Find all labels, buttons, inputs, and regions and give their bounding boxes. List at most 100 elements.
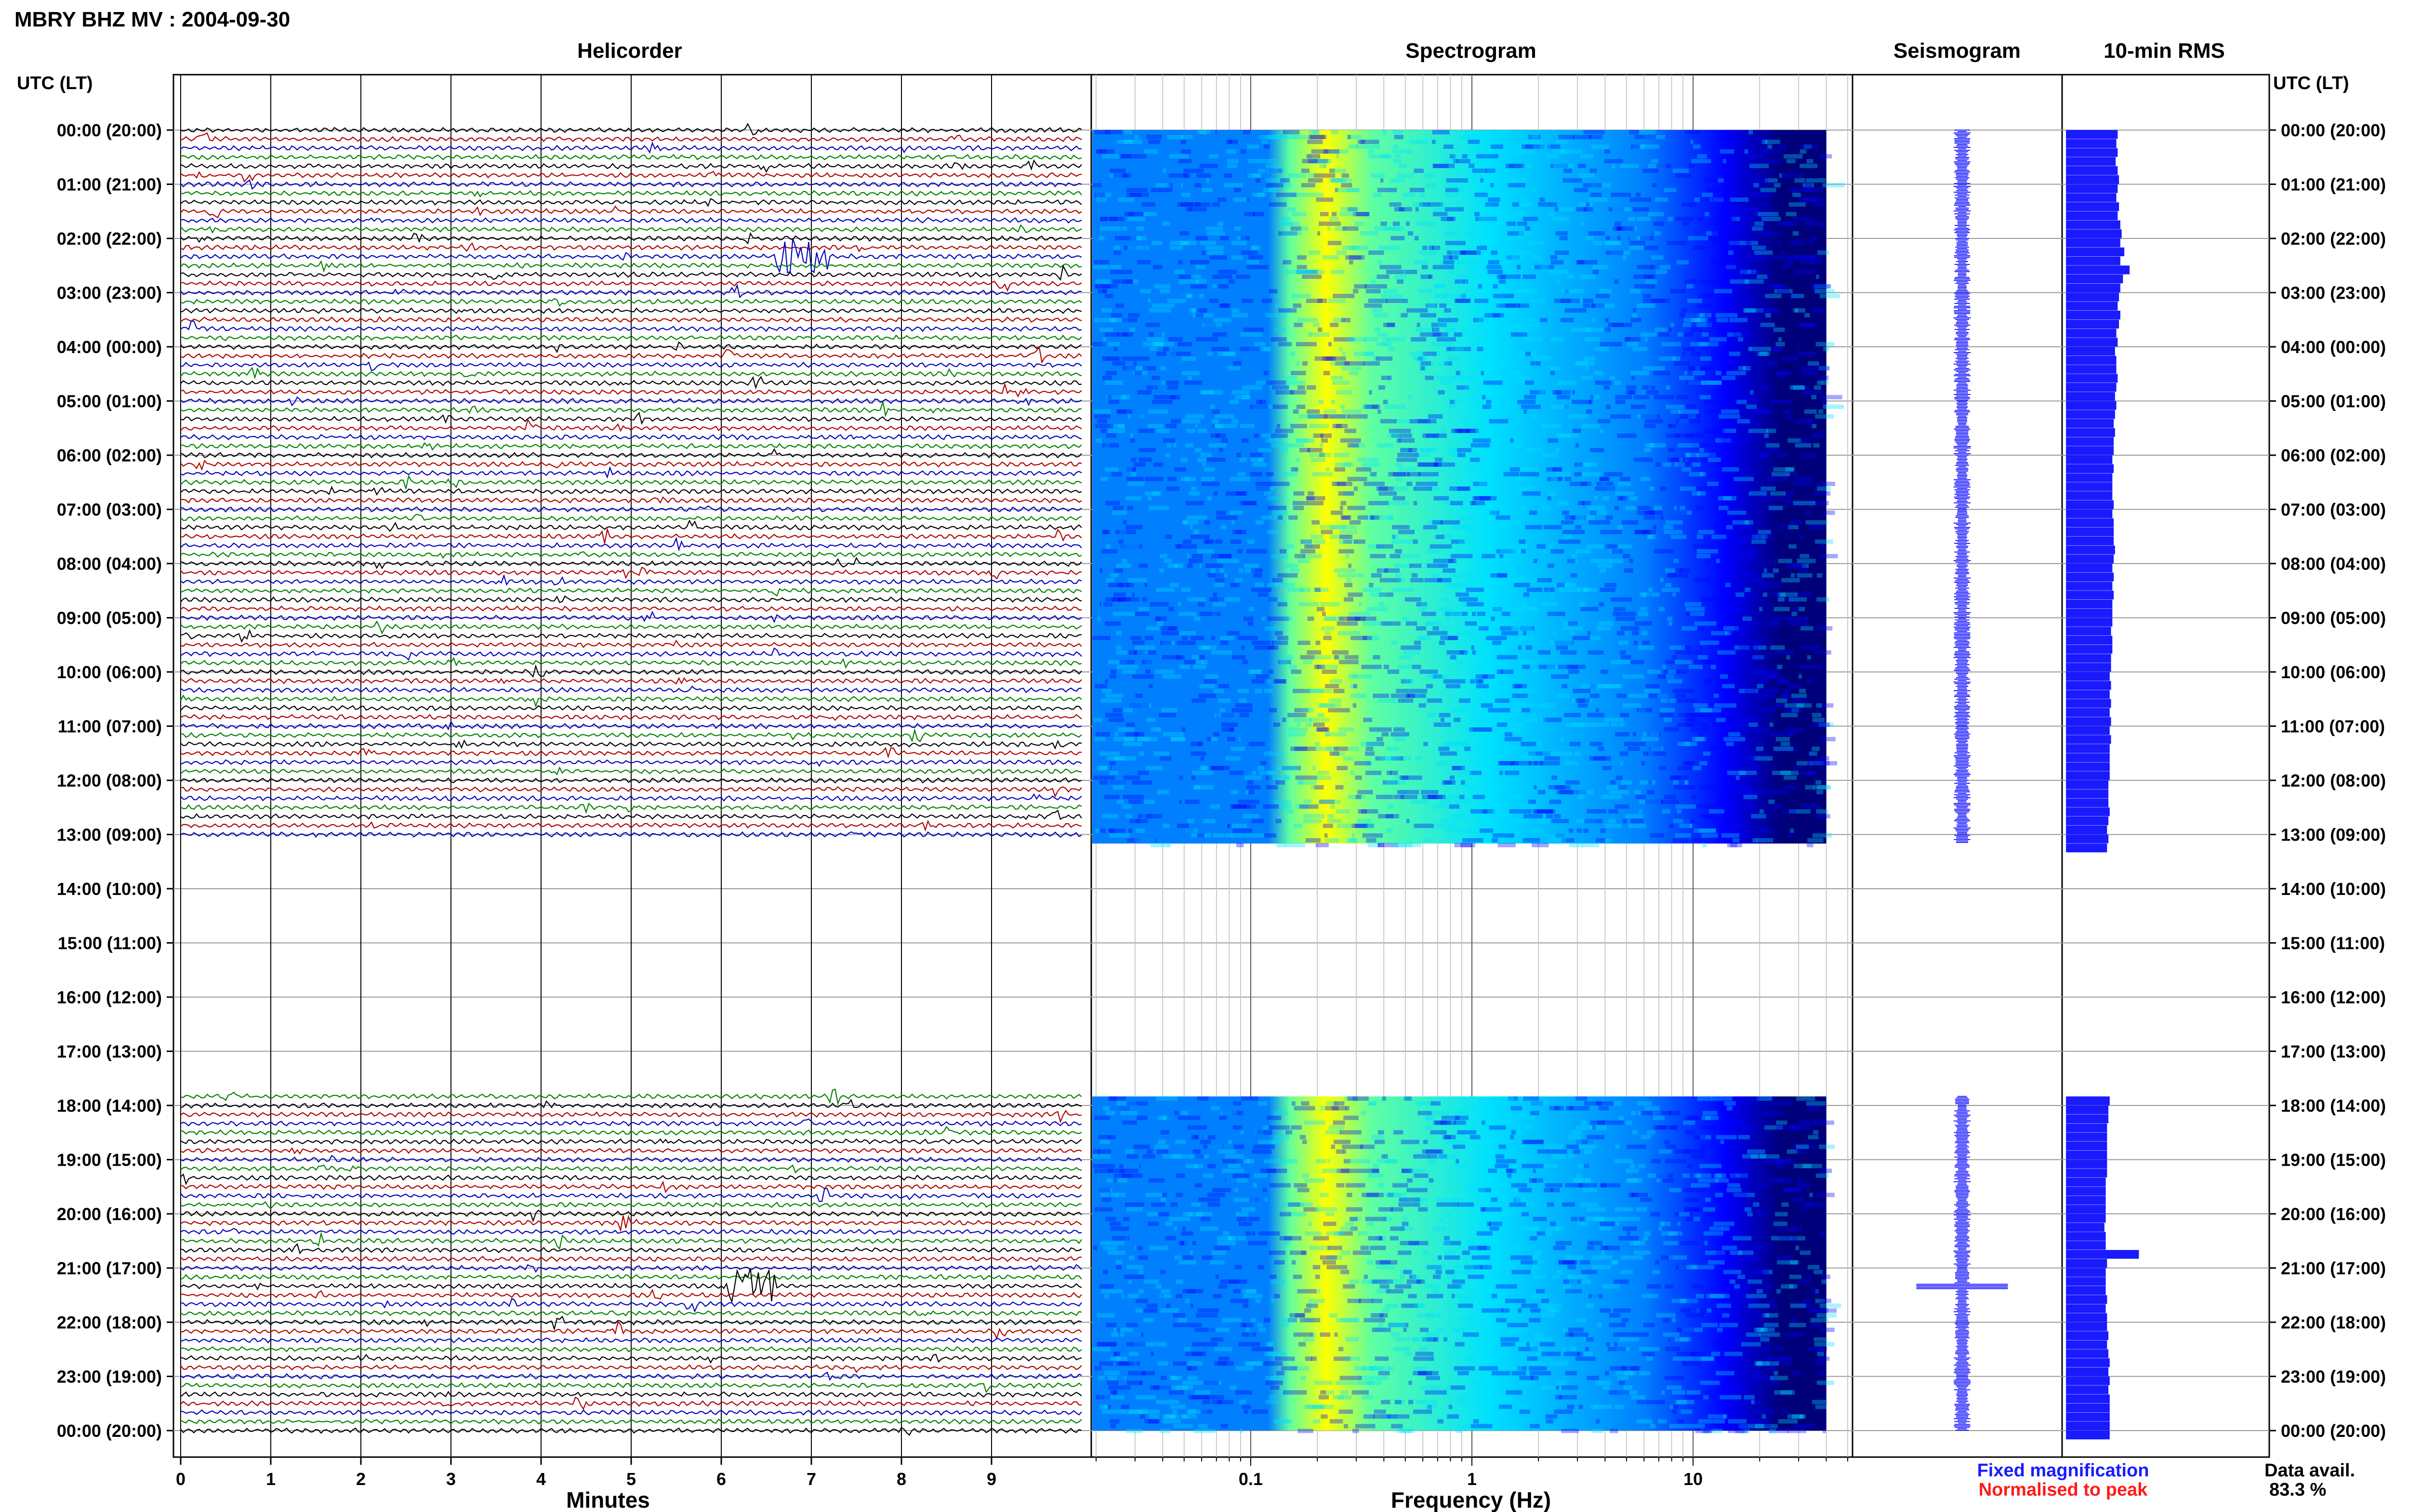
rms-bar [2066, 1232, 2106, 1241]
rms-bar [2066, 229, 2122, 238]
helicorder-trace [180, 1155, 1082, 1163]
helicorder-trace [180, 1396, 1082, 1410]
helicorder-trace [180, 1337, 1082, 1344]
rms-bar [2066, 1169, 2107, 1178]
helicorder-trace [180, 345, 1082, 364]
helicorder-trace [180, 1110, 1082, 1124]
rms-bar [2066, 247, 2125, 256]
right-time-label: 00:00 (20:00) [2281, 120, 2386, 140]
rms-bar [2066, 148, 2118, 157]
rms-bar [2066, 1259, 2107, 1268]
right-time-label: 21:00 (17:00) [2281, 1259, 2386, 1278]
right-time-label: 11:00 (07:00) [2281, 717, 2385, 736]
rms-bar [2066, 311, 2120, 320]
helicorder-trace [180, 334, 1082, 342]
helicorder-trace [180, 448, 1082, 459]
rms-bar [2066, 1304, 2106, 1313]
helicorder-trace [180, 574, 1082, 586]
right-time-label: 00:00 (20:00) [2281, 1421, 2386, 1441]
rms-bar [2066, 265, 2130, 275]
rms-bar [2066, 735, 2111, 744]
helicorder-trace [180, 556, 1082, 569]
helicorder-trace [180, 1147, 1082, 1155]
rms-bar [2066, 518, 2114, 527]
minute-tick-label: 6 [716, 1469, 726, 1489]
helicorder-trace [180, 1371, 1082, 1381]
rms-bar [2066, 211, 2118, 220]
rms-bar [2066, 672, 2110, 681]
helicorder-trace [180, 1187, 1082, 1202]
right-time-label: 01:00 (21:00) [2281, 175, 2386, 195]
left-time-label: 08:00 (04:00) [57, 554, 162, 574]
rms-bar [2066, 1196, 2106, 1205]
spectrogram-block-1-texture [1092, 130, 1845, 847]
helicorder-trace [180, 190, 1082, 198]
helicorder-trace [180, 759, 1082, 767]
rms-bar [2066, 1331, 2109, 1340]
helicorder-trace [180, 595, 1082, 603]
rms-bar [2066, 473, 2113, 482]
minute-tick-label: 0 [176, 1469, 185, 1489]
helicorder-trace [180, 367, 1082, 380]
rms-bar [2066, 717, 2111, 726]
helicorder-trace [180, 714, 1082, 721]
helicorder-trace [180, 664, 1082, 678]
rms-bar [2066, 1250, 2139, 1259]
helicorder-trace [180, 382, 1082, 398]
helicorder-trace [180, 739, 1082, 750]
rms-bar [2066, 1376, 2110, 1385]
helicorder-trace [180, 418, 1082, 432]
spectrogram-block-2 [1092, 1096, 1827, 1431]
helicorder-trace [180, 260, 1082, 273]
helicorder-trace [180, 1243, 1082, 1255]
rms-bar [2066, 319, 2119, 329]
rms-bar [2066, 1349, 2109, 1358]
rms-bar [2066, 1295, 2107, 1304]
helicorder-trace [180, 1310, 1082, 1317]
helicorder-trace [180, 705, 1082, 711]
left-time-label: 21:00 (17:00) [57, 1259, 162, 1278]
left-time-label: 00:00 (20:00) [57, 120, 162, 140]
helicorder-trace [180, 122, 1082, 136]
rms-bar [2066, 1241, 2106, 1250]
rms-bar [2066, 1367, 2109, 1376]
helicorder-trace [180, 1315, 1082, 1331]
helicorder-trace [180, 264, 1082, 281]
helicorder-trace [180, 198, 1082, 207]
rms-bar [2066, 220, 2120, 229]
helicorder-trace [180, 486, 1082, 496]
rms-bar [2066, 816, 2109, 826]
rms-bar [2066, 726, 2110, 735]
rms-bar [2066, 139, 2117, 148]
rms-bar [2066, 536, 2114, 545]
helicorder-trace [180, 802, 1082, 814]
rms-bar [2066, 419, 2114, 428]
rms-bar [2066, 1132, 2107, 1142]
helicorder-trace [180, 361, 1082, 371]
helicorder-trace [180, 1427, 1082, 1436]
left-time-label: 18:00 (14:00) [57, 1096, 162, 1116]
helicorder-trace [180, 819, 1082, 832]
rms-bar [2066, 627, 2111, 636]
right-time-label: 07:00 (03:00) [2281, 500, 2386, 520]
rms-bar [2066, 401, 2117, 410]
rms-bar [2066, 455, 2113, 464]
frequency-tick-label: 10 [1683, 1469, 1703, 1489]
rms-bar [2066, 681, 2111, 690]
helicorder-trace [180, 1164, 1082, 1174]
left-time-label: 02:00 (22:00) [57, 229, 162, 249]
rms-bar [2066, 744, 2110, 753]
helicorder-trace [180, 657, 1082, 669]
helicorder-trace [180, 316, 1082, 323]
right-time-label: 08:00 (04:00) [2281, 554, 2386, 574]
rms-bar [2066, 699, 2111, 708]
rms-bar [2066, 1096, 2110, 1105]
rms-bar [2066, 1123, 2107, 1132]
left-time-label: 07:00 (03:00) [57, 500, 162, 520]
left-time-label: 03:00 (23:00) [57, 283, 162, 303]
left-time-label: 22:00 (18:00) [57, 1313, 162, 1332]
helicorder-trace [180, 786, 1082, 798]
right-time-label: 03:00 (23:00) [2281, 283, 2386, 303]
rms-bar [2066, 428, 2115, 437]
rms-bar [2066, 1159, 2107, 1169]
